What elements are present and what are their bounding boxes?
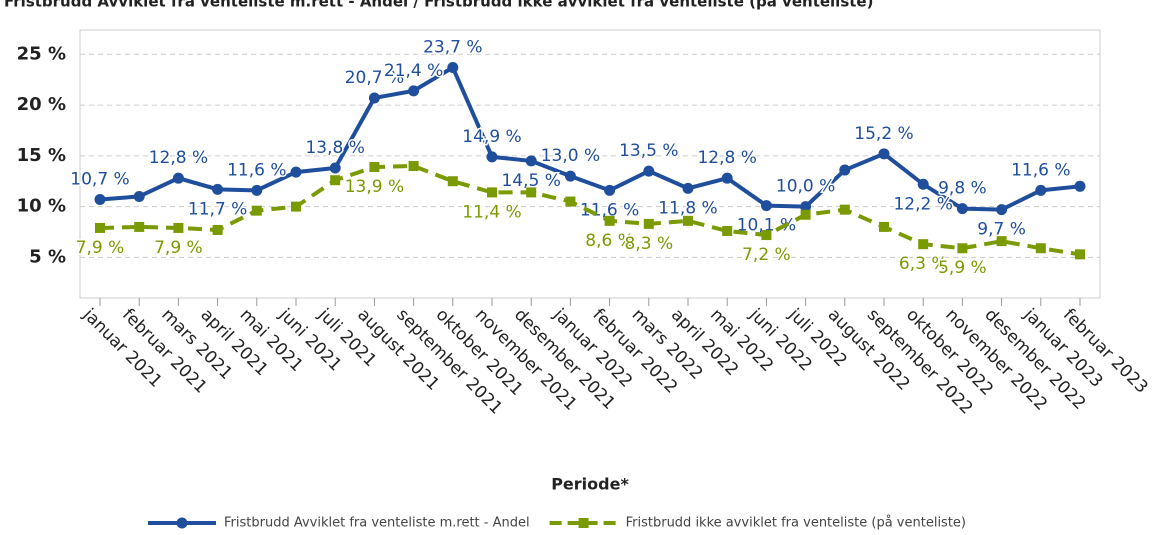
x-axis-label: Periode* xyxy=(551,475,629,494)
point xyxy=(369,162,380,173)
data-label: 5,9 % xyxy=(938,258,987,278)
y-tick-label: 25 % xyxy=(17,43,66,64)
point xyxy=(1035,184,1047,196)
point xyxy=(173,222,184,233)
point xyxy=(251,205,262,216)
point xyxy=(1074,180,1086,192)
y-tick-label: 15 % xyxy=(17,145,66,166)
point xyxy=(251,184,263,196)
data-label: 23,7 % xyxy=(423,38,482,58)
point xyxy=(760,200,772,212)
point xyxy=(839,204,850,215)
point xyxy=(95,222,105,233)
data-label: 9,8 % xyxy=(938,179,987,199)
point xyxy=(212,224,223,235)
data-label: 10,7 % xyxy=(70,170,129,190)
data-label: 6,3 % xyxy=(899,254,948,274)
data-label: 7,9 % xyxy=(76,238,125,258)
point xyxy=(604,184,616,196)
point xyxy=(172,172,184,184)
y-tick-label: 20 % xyxy=(17,94,66,115)
data-label: 7,2 % xyxy=(742,245,791,265)
data-label: 9,7 % xyxy=(977,220,1026,240)
point xyxy=(721,172,733,184)
point xyxy=(134,221,145,232)
data-label: 11,6 % xyxy=(227,160,286,180)
data-label: 13,5 % xyxy=(619,141,678,161)
data-label: 12,2 % xyxy=(893,194,952,214)
point xyxy=(682,182,694,194)
point xyxy=(643,218,654,229)
point xyxy=(996,204,1008,216)
data-label: 20,7 % xyxy=(345,68,404,88)
data-label: 8,3 % xyxy=(625,234,674,254)
point xyxy=(408,161,419,171)
data-label: 11,6 % xyxy=(1011,160,1070,180)
legend-label: Fristbrudd ikke avviklet fra venteliste … xyxy=(626,516,966,531)
series-line xyxy=(99,64,1081,212)
point xyxy=(564,170,576,182)
series-line xyxy=(99,163,1081,257)
data-label: 21,4 % xyxy=(384,61,443,81)
point xyxy=(487,187,497,198)
point xyxy=(917,178,929,190)
point xyxy=(1035,243,1046,254)
plot-frame xyxy=(79,29,1101,299)
data-label: 8,6 % xyxy=(585,231,634,251)
point xyxy=(212,183,224,195)
point xyxy=(839,164,851,176)
data-label: 11,8 % xyxy=(658,198,717,218)
point xyxy=(565,196,576,207)
data-label: 12,8 % xyxy=(149,148,208,168)
legend-marker xyxy=(578,518,589,528)
data-label: 14,5 % xyxy=(501,171,560,191)
point xyxy=(291,201,301,212)
point xyxy=(604,215,615,226)
legend-label: Fristbrudd Avviklet fra venteliste m.ret… xyxy=(224,516,530,531)
point xyxy=(956,203,968,215)
data-label: 11,4 % xyxy=(462,202,521,222)
point xyxy=(643,165,655,177)
point xyxy=(996,236,1007,247)
data-label: 11,7 % xyxy=(188,199,247,219)
point xyxy=(330,175,341,186)
data-label: 10,1 % xyxy=(737,216,796,236)
point xyxy=(447,176,458,187)
y-tick-label: 10 % xyxy=(17,196,66,217)
point xyxy=(683,215,693,226)
point xyxy=(761,230,772,241)
point xyxy=(133,190,145,202)
point xyxy=(290,166,302,178)
point xyxy=(1075,249,1085,260)
data-label: 13,8 % xyxy=(305,138,364,158)
data-label: 14,9 % xyxy=(462,127,521,147)
chart-title: Fristbrudd Avviklet fra venteliste m.ret… xyxy=(4,0,873,11)
point xyxy=(368,92,380,104)
point xyxy=(800,209,811,220)
y-tick-label: 5 % xyxy=(29,246,66,267)
data-label: 12,8 % xyxy=(697,148,756,168)
point xyxy=(486,151,498,163)
point xyxy=(722,225,733,236)
point xyxy=(878,148,890,160)
data-label: 15,2 % xyxy=(854,124,913,144)
point xyxy=(918,239,929,250)
point xyxy=(957,243,968,254)
data-label: 13,9 % xyxy=(345,177,404,197)
point xyxy=(329,162,341,174)
data-label: 10,0 % xyxy=(776,177,835,197)
point xyxy=(408,85,420,97)
data-label: 7,9 % xyxy=(154,238,203,258)
point xyxy=(94,194,106,206)
point xyxy=(879,221,889,232)
point xyxy=(526,187,537,198)
data-label: 13,0 % xyxy=(541,146,600,166)
point xyxy=(800,201,812,213)
legend-marker xyxy=(176,517,188,529)
point xyxy=(447,62,459,74)
point xyxy=(525,155,537,167)
